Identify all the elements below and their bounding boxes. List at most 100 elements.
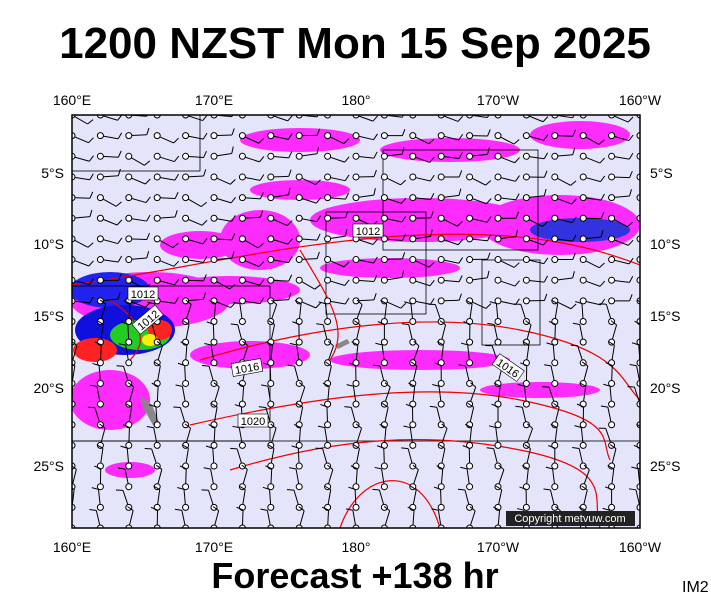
forecast: Forecast +138 hr <box>211 555 498 596</box>
top-label: 170°E <box>195 92 233 108</box>
barb-station <box>467 360 473 366</box>
barb-station <box>552 133 558 139</box>
barb-station <box>97 195 103 201</box>
barb-station <box>97 504 103 510</box>
isobar-label: 1020 <box>238 414 268 428</box>
right-label: 20°S <box>650 380 681 396</box>
barb-station <box>325 422 331 428</box>
barb-station <box>183 380 189 386</box>
barb-station <box>495 277 501 283</box>
barb-station <box>523 504 529 510</box>
barb-station <box>239 153 245 159</box>
barb-station <box>495 422 501 428</box>
barb-station <box>523 236 529 242</box>
barb-station <box>381 133 387 139</box>
barb-feather <box>230 448 237 449</box>
barb-station <box>495 195 501 201</box>
barb-station <box>410 215 416 221</box>
barb-staff <box>640 198 657 205</box>
left-label: 20°S <box>33 380 64 396</box>
barb-station <box>126 174 132 180</box>
barb-station <box>183 277 189 283</box>
barb-feather <box>656 181 661 185</box>
isobar-value: 1012 <box>356 226 380 238</box>
barb-feather <box>260 106 262 113</box>
barb-station <box>268 257 274 263</box>
barb-station <box>381 484 387 490</box>
barb-station <box>154 153 160 159</box>
isobar-label: 1012 <box>128 287 158 301</box>
barb-station <box>97 133 103 139</box>
barb-station <box>552 257 558 263</box>
barb-station <box>126 484 132 490</box>
barb-station <box>495 215 501 221</box>
barb-station <box>325 215 331 221</box>
barb-station <box>467 484 473 490</box>
barb-station <box>580 236 586 242</box>
isobar-label: 1012 <box>353 224 383 238</box>
barb-station <box>211 277 217 283</box>
barb-station <box>552 153 558 159</box>
barb-station <box>268 133 274 139</box>
barb-station <box>523 277 529 283</box>
barb-station <box>438 380 444 386</box>
barb-station <box>438 236 444 242</box>
barb-station <box>580 257 586 263</box>
barb-station <box>126 215 132 221</box>
barb-station <box>239 257 245 263</box>
barb-station <box>239 442 245 448</box>
barb-staff <box>640 115 658 118</box>
barb-station <box>296 463 302 469</box>
barb-staff <box>640 278 658 280</box>
right-label: 15°S <box>650 308 681 324</box>
barb-station <box>552 236 558 242</box>
barb-station <box>467 133 473 139</box>
barb-feather <box>62 302 69 303</box>
barb-station <box>296 215 302 221</box>
barb-station <box>353 195 359 201</box>
barb-staff <box>66 449 72 466</box>
barb-station <box>495 153 501 159</box>
left-label: 25°S <box>33 458 64 474</box>
barb-station <box>97 153 103 159</box>
top-label: 160°W <box>619 92 662 108</box>
barb-station <box>154 236 160 242</box>
barb-station <box>438 174 444 180</box>
barb-station <box>495 174 501 180</box>
barb-station <box>239 195 245 201</box>
barb-station <box>296 153 302 159</box>
barb-station <box>126 277 132 283</box>
barb-station <box>410 195 416 201</box>
barb-station <box>495 319 501 325</box>
barb-station <box>183 257 189 263</box>
barb-station <box>97 401 103 407</box>
barb-station <box>154 133 160 139</box>
barb-feather <box>259 407 266 408</box>
barb-station <box>154 339 160 345</box>
barb-station <box>211 484 217 490</box>
barb-station <box>296 484 302 490</box>
left-label: 10°S <box>33 236 64 252</box>
barb-station <box>410 236 416 242</box>
barb-station <box>97 277 103 283</box>
barb-station <box>239 133 245 139</box>
barb-station <box>552 360 558 366</box>
barb-station <box>97 484 103 490</box>
barb-feather <box>202 366 209 367</box>
barb-station <box>296 339 302 345</box>
barb-station <box>325 319 331 325</box>
bottom-label: 160°E <box>53 539 91 555</box>
barb-staff <box>640 155 658 156</box>
barb-station <box>609 215 615 221</box>
barb-station <box>438 215 444 221</box>
barb-station <box>467 236 473 242</box>
barb-station <box>126 133 132 139</box>
right-label: 25°S <box>650 458 681 474</box>
barb-station <box>154 195 160 201</box>
barb-station <box>467 277 473 283</box>
barb-station <box>609 277 615 283</box>
barb-station <box>97 215 103 221</box>
barb-station <box>353 133 359 139</box>
barb-station <box>268 195 274 201</box>
